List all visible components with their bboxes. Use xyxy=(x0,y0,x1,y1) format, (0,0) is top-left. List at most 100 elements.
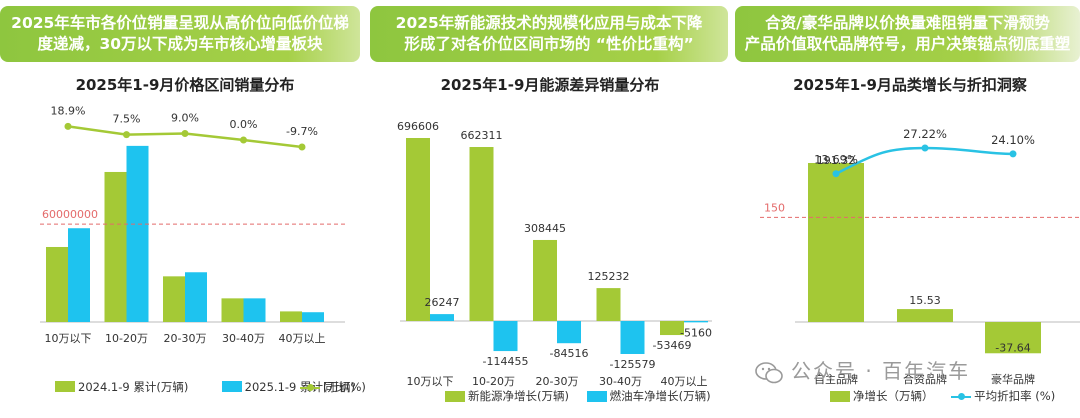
banner-line: 产品价值取代品牌符号，用户决策锚点彻底重塑 xyxy=(744,35,1071,53)
bar-price-2025 xyxy=(185,272,207,322)
yoy-label: 18.9% xyxy=(51,104,86,117)
legend-label: 同比(%) xyxy=(323,380,366,394)
data-label-energy: 696606 xyxy=(397,120,439,133)
tick-label-energy: 10万以下 xyxy=(407,375,454,388)
banner-line: 2025年车市各价位销量呈现从高价位向低价位梯 xyxy=(11,14,349,32)
banner-brand-insight: 合资/豪华品牌以价换量难阻销量下滑颓势 产品价值取代品牌符号，用户决策锚点彻底重… xyxy=(735,6,1080,62)
legend-item: 净增长（万辆） xyxy=(830,389,934,403)
legend-item: 2025.1-9 累计(万辆) xyxy=(221,379,365,395)
legend-energy: 新能源净增长(万辆) 燃油车净增长(万辆) xyxy=(445,388,711,404)
wechat-icon xyxy=(755,361,783,383)
tick-label-brand: 合资品牌 xyxy=(903,372,947,386)
legend-swatch xyxy=(221,381,242,392)
bar-energy-nev xyxy=(533,239,557,321)
watermark: 公众号 · 百年汽车 xyxy=(755,355,970,384)
data-label-brand: 15.53 xyxy=(909,294,941,307)
bar-energy-nev xyxy=(469,147,494,321)
data-label-energy: 308445 xyxy=(524,222,566,235)
banner-price-insight: 2025年车市各价位销量呈现从高价位向低价位梯 度递减，30万以下成为车市核心增… xyxy=(0,6,360,62)
data-label-energy: -114455 xyxy=(483,355,529,368)
reference-label-price: 60000000 xyxy=(42,208,98,221)
data-label-energy: -84516 xyxy=(550,347,589,360)
tick-label-energy: 10-20万 xyxy=(472,375,515,388)
bar-price-2024 xyxy=(163,276,185,322)
yoy-label: 7.5% xyxy=(113,113,141,126)
banner-line: 合资/豪华品牌以价换量难阻销量下滑颓势 xyxy=(765,14,1050,32)
legend-item: 平均折扣率 (%) xyxy=(951,389,1055,403)
legend-line-marker xyxy=(951,392,972,400)
discount-label: 24.10% xyxy=(991,133,1035,147)
bar-energy-ice xyxy=(684,321,708,323)
chart-title-price: 2025年1-9月价格区间销量分布 xyxy=(75,76,295,94)
yoy-label: -9.7% xyxy=(286,125,318,138)
legend-brand: 净增长（万辆） 平均折扣率 (%) xyxy=(830,388,1055,404)
discount-point xyxy=(832,170,840,178)
tick-label-price: 10万以下 xyxy=(45,332,92,345)
legend-swatch xyxy=(586,391,607,402)
banner-energy-insight: 2025年新能源技术的规模化应用与成本下降 形成了对各价位区间市场的 “性价比重… xyxy=(370,6,728,62)
tick-label-price: 40万以上 xyxy=(279,332,326,345)
bar-price-2025 xyxy=(68,228,90,322)
tick-label-brand: 自主品牌 xyxy=(814,372,858,386)
bar-brand xyxy=(985,322,1041,354)
legend-item: 2024.1-9 累计(万辆) xyxy=(55,379,198,395)
data-label-energy: -53469 xyxy=(653,339,692,352)
bar-energy-ice xyxy=(557,321,581,344)
banner-line: 度递减，30万以下成为车市核心增量板块 xyxy=(37,35,323,53)
data-label-energy: 125232 xyxy=(588,270,630,283)
bar-price-2025 xyxy=(302,312,324,322)
legend-swatch xyxy=(55,381,75,392)
tick-label-price: 10-20万 xyxy=(105,332,148,345)
tick-label-price: 30-40万 xyxy=(222,332,265,345)
chart-title-energy: 2025年1-9月能源差异销量分布 xyxy=(440,76,660,94)
yoy-label: 9.0% xyxy=(171,112,199,125)
bar-energy-nev xyxy=(660,321,684,336)
legend-swatch xyxy=(830,391,850,402)
tick-label-brand: 豪华品牌 xyxy=(991,372,1035,386)
watermark-text: 公众号 · 百年汽车 xyxy=(791,359,971,383)
bar-brand xyxy=(808,163,864,322)
reference-label-brand: 150 xyxy=(764,201,785,214)
legend-label: 燃油车净增长(万辆) xyxy=(609,389,711,403)
tick-label-energy: 40万以上 xyxy=(661,375,708,388)
bar-energy-nev xyxy=(596,288,621,321)
chart-title-brand: 2025年1-9月品类增长与折扣洞察 xyxy=(793,76,1027,94)
bar-energy-nev xyxy=(406,138,430,321)
tick-label-energy: 30-40万 xyxy=(599,375,642,388)
legend-item: 燃油车净增长(万辆) xyxy=(586,389,711,403)
data-label-energy: 662311 xyxy=(461,129,503,142)
banner-line: 形成了对各价位区间市场的 “性价比重构” xyxy=(404,35,694,53)
yoy-label: 0.0% xyxy=(230,118,258,131)
tick-label-energy: 20-30万 xyxy=(536,375,579,388)
yoy-point xyxy=(64,122,72,130)
legend-swatch xyxy=(445,391,465,402)
bar-price-2024 xyxy=(280,311,302,322)
yoy-point xyxy=(240,136,247,144)
bar-price-2025 xyxy=(243,298,266,322)
data-label-energy: 26247 xyxy=(425,296,460,309)
bar-brand xyxy=(897,309,953,322)
discount-point xyxy=(921,144,929,152)
legend-price: 2024.1-9 累计(万辆) 2025.1-9 累计(万辆) xyxy=(55,379,379,395)
data-label-brand: -37.64 xyxy=(995,341,1030,354)
data-label-brand: 191.32 xyxy=(817,154,856,167)
data-label-energy: -5160 xyxy=(680,326,712,339)
data-label-energy: -125579 xyxy=(610,358,656,371)
legend-line-marker xyxy=(300,383,320,391)
bar-price-2024 xyxy=(104,171,127,322)
legend-item-yoy: 同比(%) xyxy=(300,379,366,395)
legend-label: 2024.1-9 累计(万辆) xyxy=(78,380,189,394)
discount-label: 13.69% xyxy=(814,153,858,167)
bar-energy-ice xyxy=(430,314,454,321)
discount-label: 27.22% xyxy=(903,127,947,141)
bar-price-2024 xyxy=(46,246,68,322)
yoy-point xyxy=(298,143,306,151)
discount-point xyxy=(1009,150,1017,158)
tick-label-price: 20-30万 xyxy=(164,332,207,345)
legend-label: 平均折扣率 (%) xyxy=(974,389,1056,403)
legend-label: 2025.1-9 累计(万辆) xyxy=(244,380,355,394)
bar-energy-ice xyxy=(493,321,518,352)
legend-label: 新能源净增长(万辆) xyxy=(468,389,569,403)
bar-energy-ice xyxy=(620,321,645,354)
